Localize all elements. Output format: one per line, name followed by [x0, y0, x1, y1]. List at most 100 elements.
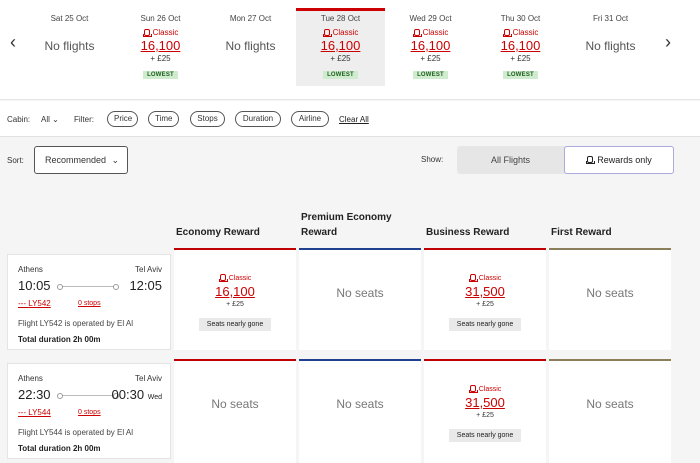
all-flights-toggle[interactable]: All Flights — [490, 155, 530, 165]
cabin-class-label: Classic — [512, 28, 539, 37]
cabin-class-label: Classic — [422, 28, 449, 37]
flight-number: LY544 — [28, 408, 51, 417]
cabin-class-row: Classic — [116, 28, 205, 37]
no-flights-text: No flights — [585, 39, 636, 53]
date-label: Sun 26 Oct — [140, 14, 181, 23]
seat-icon — [468, 385, 478, 393]
date-tab-mon-27[interactable]: Mon 27 Oct No flights — [206, 8, 295, 86]
points-price: 16,100 — [320, 38, 361, 53]
date-tab-fri-31[interactable]: Fri 31 Oct No flights — [566, 8, 655, 86]
tax-amount: + £25 — [150, 54, 171, 63]
seats-nearly-gone-badge: Seats nearly gone — [198, 318, 272, 331]
no-flights-text: No flights — [225, 39, 276, 53]
arrival-time: 00:30 Wed — [112, 387, 162, 402]
cabin-label: Cabin: — [7, 115, 31, 124]
cabin-class-row: Classic — [424, 274, 546, 282]
tax-amount: + £25 — [330, 54, 351, 63]
flight-number: LY542 — [28, 299, 51, 308]
tax-amount: + £25 — [510, 54, 531, 63]
cabin-class-row: Classic — [476, 28, 565, 37]
tax-amount: + £25 — [476, 412, 494, 419]
fare-cell-economy[interactable]: Classic 16,100 + £25 Seats nearly gone — [174, 250, 296, 350]
no-seats-text: No seats — [586, 286, 634, 300]
rewards-only-label: Rewards only — [597, 155, 652, 165]
tax-amount: + £25 — [420, 54, 441, 63]
stops-link[interactable]: 0 stops — [78, 409, 101, 416]
date-label: Sat 25 Oct — [50, 14, 89, 23]
seat-icon — [142, 28, 152, 37]
sort-dropdown[interactable]: Recommended ⌄ — [34, 146, 128, 174]
date-tab-tue-28-selected[interactable]: Tue 28 Oct Classic 16,100 + £25 LOWEST — [296, 8, 385, 86]
arrival-day: Wed — [147, 394, 162, 401]
route-line — [57, 284, 119, 290]
sort-value: Recommended — [45, 155, 107, 165]
filter-airline-button[interactable]: Airline — [291, 111, 329, 127]
rewards-only-toggle[interactable]: Rewards only — [564, 146, 674, 174]
date-label: Wed 29 Oct — [409, 14, 452, 23]
date-tab-sat-25[interactable]: Sat 25 Oct No flights — [25, 8, 114, 86]
total-duration: Total duration 2h 00m — [18, 335, 101, 344]
arrival-time: 12:05 — [129, 278, 162, 293]
date-tab-thu-30[interactable]: Thu 30 Oct Classic 16,100 + £25 LOWEST — [476, 8, 565, 86]
chevron-down-icon: ⌄ — [111, 155, 119, 165]
show-label: Show: — [421, 155, 444, 164]
points-price: 31,500 — [465, 395, 505, 410]
lowest-badge: LOWEST — [413, 71, 448, 79]
no-seats-text: No seats — [586, 397, 634, 411]
tax-amount: + £25 — [476, 301, 494, 308]
flight-card-ly542: Athens Tel Aviv 10:05 12:05 --- LY542 0 … — [7, 254, 171, 350]
date-carousel: ‹ Sat 25 Oct No flights Sun 26 Oct Class… — [0, 0, 700, 100]
cabin-header-bar — [549, 248, 671, 250]
stops-link[interactable]: 0 stops — [78, 300, 101, 307]
filter-duration-button[interactable]: Duration — [235, 111, 281, 127]
cabin-value: All — [41, 115, 50, 124]
arrival-time-value: 00:30 — [111, 387, 145, 402]
date-label: Tue 28 Oct — [320, 14, 361, 23]
filter-price-button[interactable]: Price — [107, 111, 138, 127]
date-tab-wed-29[interactable]: Wed 29 Oct Classic 16,100 + £25 LOWEST — [386, 8, 475, 86]
cabin-header-bar — [424, 248, 546, 250]
cabin-header-label: Business Reward — [426, 227, 510, 238]
cabin-header-business: Business Reward — [424, 210, 546, 250]
lowest-badge: LOWEST — [143, 71, 178, 79]
seat-icon — [586, 156, 596, 164]
date-label: Thu 30 Oct — [500, 14, 541, 23]
fare-cell-economy: No seats — [174, 359, 296, 463]
date-label: Mon 27 Oct — [229, 14, 272, 23]
operated-by-text: Flight LY544 is operated by El Al — [18, 428, 134, 437]
date-label: Fri 31 Oct — [592, 14, 629, 23]
no-seats-text: No seats — [336, 286, 384, 300]
origin-city: Athens — [18, 265, 43, 274]
filter-time-button[interactable]: Time — [148, 111, 179, 127]
seat-icon — [218, 274, 228, 282]
points-price: 16,100 — [140, 38, 181, 53]
cabin-header-first: First Reward — [549, 210, 671, 250]
points-price: 16,100 — [500, 38, 541, 53]
destination-city: Tel Aviv — [135, 265, 162, 274]
chevron-left-icon[interactable]: ‹ — [10, 32, 16, 52]
seats-nearly-gone-badge: Seats nearly gone — [448, 318, 522, 331]
fare-cell-business[interactable]: Classic 31,500 + £25 Seats nearly gone — [424, 250, 546, 350]
date-tab-sun-26[interactable]: Sun 26 Oct Classic 16,100 + £25 LOWEST — [116, 8, 205, 86]
seat-icon — [322, 28, 332, 37]
clear-all-link[interactable]: Clear All — [339, 115, 369, 124]
departure-time: 10:05 — [18, 278, 51, 293]
cabin-header-bar — [299, 248, 421, 250]
points-price: 16,100 — [410, 38, 451, 53]
destination-city: Tel Aviv — [135, 374, 162, 383]
filter-stops-button[interactable]: Stops — [190, 111, 225, 127]
points-price: 31,500 — [465, 284, 505, 299]
cabin-dropdown[interactable]: All ⌄ — [41, 115, 59, 124]
cabin-class-row: Classic — [296, 28, 385, 37]
route-line — [57, 393, 119, 399]
points-price: 16,100 — [215, 284, 255, 299]
cabin-class-row: Classic — [174, 274, 296, 282]
no-seats-text: No seats — [336, 397, 384, 411]
flight-number-link[interactable]: --- LY542 — [18, 299, 51, 308]
flight-number-link[interactable]: --- LY544 — [18, 408, 51, 417]
fare-cell-business[interactable]: Classic 31,500 + £25 Seats nearly gone — [424, 359, 546, 463]
chevron-right-icon[interactable]: › — [665, 32, 671, 52]
seat-icon — [502, 28, 512, 37]
show-toggle: All Flights Rewards only — [457, 146, 674, 174]
chevron-down-icon: ⌄ — [52, 115, 59, 124]
